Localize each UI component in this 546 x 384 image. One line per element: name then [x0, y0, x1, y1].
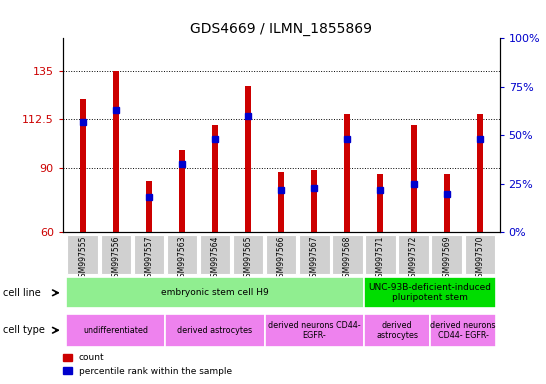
- Text: GSM997572: GSM997572: [409, 236, 418, 282]
- Text: GSM997557: GSM997557: [144, 236, 153, 282]
- FancyBboxPatch shape: [364, 277, 496, 308]
- FancyBboxPatch shape: [167, 235, 197, 274]
- Text: derived neurons CD44-
EGFR-: derived neurons CD44- EGFR-: [268, 321, 360, 340]
- Legend: count, percentile rank within the sample: count, percentile rank within the sample: [59, 350, 236, 379]
- Text: GSM997555: GSM997555: [78, 236, 87, 282]
- Bar: [245, 86, 251, 232]
- Text: GSM997568: GSM997568: [343, 236, 352, 282]
- Bar: [345, 114, 351, 232]
- Bar: [278, 172, 284, 232]
- Text: derived neurons
CD44- EGFR-: derived neurons CD44- EGFR-: [430, 321, 496, 340]
- FancyBboxPatch shape: [299, 235, 329, 274]
- Bar: [477, 114, 483, 232]
- Text: GSM997571: GSM997571: [376, 236, 385, 282]
- Text: GSM997570: GSM997570: [475, 236, 484, 282]
- FancyBboxPatch shape: [465, 235, 495, 274]
- FancyBboxPatch shape: [431, 235, 462, 274]
- Bar: [444, 174, 449, 232]
- Title: GDS4669 / ILMN_1855869: GDS4669 / ILMN_1855869: [190, 22, 372, 36]
- Bar: [377, 174, 383, 232]
- FancyBboxPatch shape: [399, 235, 429, 274]
- Bar: [212, 124, 218, 232]
- FancyBboxPatch shape: [266, 235, 296, 274]
- Text: GSM997566: GSM997566: [277, 236, 286, 282]
- Text: GSM997556: GSM997556: [111, 236, 120, 282]
- Text: derived astrocytes: derived astrocytes: [177, 326, 253, 335]
- Text: cell line: cell line: [3, 288, 40, 298]
- FancyBboxPatch shape: [265, 314, 364, 347]
- Bar: [179, 151, 185, 232]
- FancyBboxPatch shape: [200, 235, 230, 274]
- Text: undifferentiated: undifferentiated: [83, 326, 148, 335]
- Text: GSM997569: GSM997569: [442, 236, 451, 282]
- Bar: [80, 99, 86, 232]
- Text: GSM997563: GSM997563: [177, 236, 186, 282]
- Bar: [146, 180, 152, 232]
- Text: GSM997565: GSM997565: [244, 236, 253, 282]
- Text: UNC-93B-deficient-induced
pluripotent stem: UNC-93B-deficient-induced pluripotent st…: [369, 283, 491, 303]
- FancyBboxPatch shape: [332, 235, 363, 274]
- Text: derived
astrocytes: derived astrocytes: [376, 321, 418, 340]
- Text: cell type: cell type: [3, 325, 45, 335]
- FancyBboxPatch shape: [67, 235, 98, 274]
- FancyBboxPatch shape: [100, 235, 131, 274]
- FancyBboxPatch shape: [66, 277, 364, 308]
- FancyBboxPatch shape: [365, 235, 396, 274]
- Bar: [113, 71, 118, 232]
- FancyBboxPatch shape: [134, 235, 164, 274]
- Bar: [411, 124, 417, 232]
- Text: embryonic stem cell H9: embryonic stem cell H9: [161, 288, 269, 297]
- Text: GSM997567: GSM997567: [310, 236, 319, 282]
- FancyBboxPatch shape: [165, 314, 265, 347]
- Text: GSM997564: GSM997564: [211, 236, 219, 282]
- FancyBboxPatch shape: [233, 235, 263, 274]
- FancyBboxPatch shape: [364, 314, 430, 347]
- FancyBboxPatch shape: [66, 314, 165, 347]
- FancyBboxPatch shape: [430, 314, 496, 347]
- Bar: [311, 170, 317, 232]
